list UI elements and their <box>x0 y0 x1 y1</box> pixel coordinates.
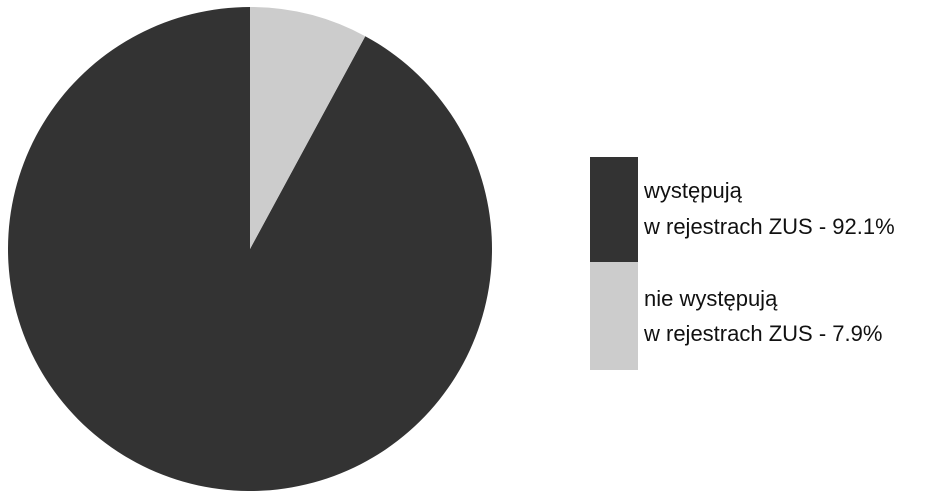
legend-label-nie-wystepuja-line2: w rejestrach ZUS - 7.9% <box>643 321 882 346</box>
pie-slice-nie-wystepuja <box>250 7 366 249</box>
pie-slice-wystepuja <box>8 7 492 491</box>
legend-swatch-nie-wystepuja <box>590 262 638 370</box>
legend: występują w rejestrach ZUS - 92.1% nie w… <box>590 157 895 370</box>
legend-swatch-wystepuja <box>590 157 638 262</box>
legend-label-wystepuja-line1: występują <box>643 178 743 203</box>
legend-label-nie-wystepuja-line1: nie występują <box>644 286 778 311</box>
legend-label-wystepuja-line2: w rejestrach ZUS - 92.1% <box>643 214 895 239</box>
pie-slices <box>8 7 492 491</box>
